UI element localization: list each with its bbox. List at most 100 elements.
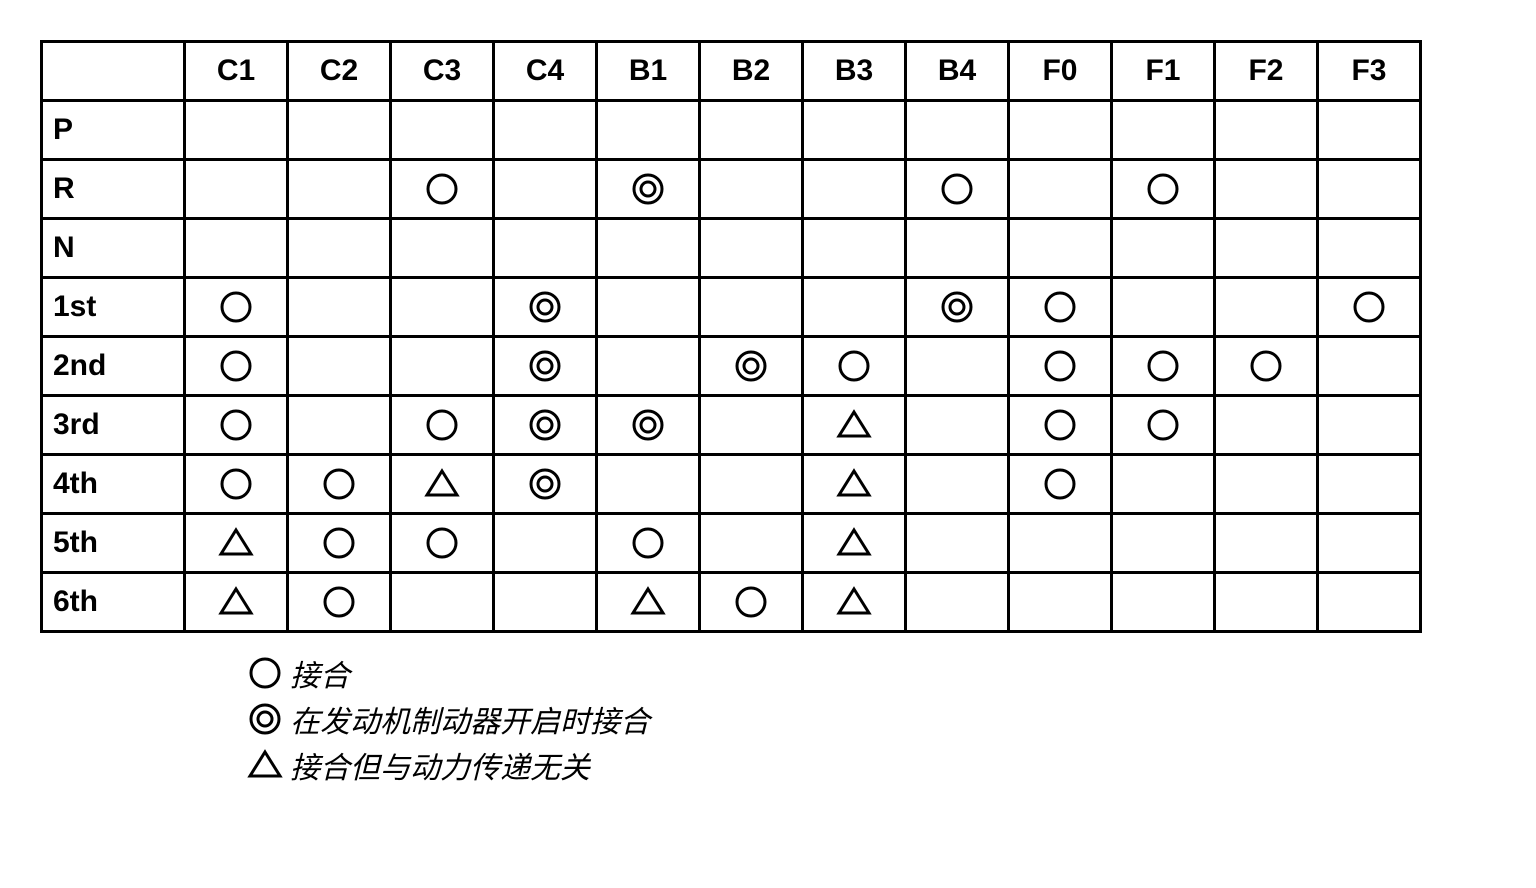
cell-2nd-C3	[391, 337, 494, 396]
cell-N-B4	[906, 219, 1009, 278]
cell-5th-F1	[1112, 514, 1215, 573]
cell-1st-B3	[803, 278, 906, 337]
cell-3rd-C4	[494, 396, 597, 455]
row-label-N: N	[42, 219, 185, 278]
cell-N-C2	[288, 219, 391, 278]
row-label-R: R	[42, 160, 185, 219]
cell-5th-C1	[185, 514, 288, 573]
circle-icon	[240, 653, 290, 693]
cell-4th-B3	[803, 455, 906, 514]
legend-text: 接合	[290, 651, 350, 695]
cell-P-F3	[1318, 101, 1421, 160]
cell-1st-C3	[391, 278, 494, 337]
cell-4th-B2	[700, 455, 803, 514]
cell-6th-F3	[1318, 573, 1421, 632]
header-F2: F2	[1215, 42, 1318, 101]
row-label-5th: 5th	[42, 514, 185, 573]
cell-4th-C3	[391, 455, 494, 514]
cell-P-C1	[185, 101, 288, 160]
header-F1: F1	[1112, 42, 1215, 101]
cell-5th-F3	[1318, 514, 1421, 573]
cell-6th-C4	[494, 573, 597, 632]
cell-N-F3	[1318, 219, 1421, 278]
cell-6th-B3	[803, 573, 906, 632]
cell-2nd-C2	[288, 337, 391, 396]
cell-1st-B1	[597, 278, 700, 337]
cell-5th-C2	[288, 514, 391, 573]
cell-6th-F0	[1009, 573, 1112, 632]
cell-P-F2	[1215, 101, 1318, 160]
cell-5th-B3	[803, 514, 906, 573]
header-B4: B4	[906, 42, 1009, 101]
cell-2nd-F2	[1215, 337, 1318, 396]
cell-P-B4	[906, 101, 1009, 160]
cell-1st-C2	[288, 278, 391, 337]
cell-N-C1	[185, 219, 288, 278]
cell-R-F3	[1318, 160, 1421, 219]
row-label-3rd: 3rd	[42, 396, 185, 455]
cell-6th-C3	[391, 573, 494, 632]
row-label-2nd: 2nd	[42, 337, 185, 396]
cell-5th-C4	[494, 514, 597, 573]
cell-3rd-C1	[185, 396, 288, 455]
cell-1st-C4	[494, 278, 597, 337]
cell-1st-C1	[185, 278, 288, 337]
cell-5th-F0	[1009, 514, 1112, 573]
legend-item-circle: 接合	[240, 651, 1422, 695]
cell-3rd-B3	[803, 396, 906, 455]
cell-4th-F3	[1318, 455, 1421, 514]
cell-R-C2	[288, 160, 391, 219]
cell-4th-F1	[1112, 455, 1215, 514]
cell-5th-F2	[1215, 514, 1318, 573]
cell-1st-B4	[906, 278, 1009, 337]
cell-R-B3	[803, 160, 906, 219]
cell-R-F1	[1112, 160, 1215, 219]
cell-3rd-F0	[1009, 396, 1112, 455]
cell-4th-B4	[906, 455, 1009, 514]
cell-3rd-B4	[906, 396, 1009, 455]
cell-N-C4	[494, 219, 597, 278]
cell-1st-F1	[1112, 278, 1215, 337]
cell-2nd-B1	[597, 337, 700, 396]
cell-P-F0	[1009, 101, 1112, 160]
header-B2: B2	[700, 42, 803, 101]
cell-2nd-F3	[1318, 337, 1421, 396]
cell-P-B1	[597, 101, 700, 160]
header-F0: F0	[1009, 42, 1112, 101]
cell-2nd-B2	[700, 337, 803, 396]
row-label-1st: 1st	[42, 278, 185, 337]
cell-R-C1	[185, 160, 288, 219]
cell-4th-F0	[1009, 455, 1112, 514]
cell-R-B2	[700, 160, 803, 219]
cell-5th-B1	[597, 514, 700, 573]
cell-6th-F1	[1112, 573, 1215, 632]
cell-N-B3	[803, 219, 906, 278]
cell-2nd-B4	[906, 337, 1009, 396]
cell-P-C4	[494, 101, 597, 160]
cell-R-C3	[391, 160, 494, 219]
cell-5th-B2	[700, 514, 803, 573]
cell-6th-F2	[1215, 573, 1318, 632]
cell-3rd-C3	[391, 396, 494, 455]
cell-P-C3	[391, 101, 494, 160]
cell-2nd-C4	[494, 337, 597, 396]
row-label-6th: 6th	[42, 573, 185, 632]
legend-item-triangle: 接合但与动力传递无关	[240, 743, 1422, 787]
cell-N-F2	[1215, 219, 1318, 278]
cell-4th-C4	[494, 455, 597, 514]
cell-2nd-F1	[1112, 337, 1215, 396]
header-C1: C1	[185, 42, 288, 101]
cell-3rd-C2	[288, 396, 391, 455]
triangle-icon	[240, 745, 290, 785]
cell-3rd-F3	[1318, 396, 1421, 455]
cell-R-B1	[597, 160, 700, 219]
cell-6th-B1	[597, 573, 700, 632]
engagement-table: C1C2C3C4B1B2B3B4F0F1F2F3PR N1st 2nd 3rd …	[40, 40, 1422, 633]
cell-1st-F2	[1215, 278, 1318, 337]
header-B1: B1	[597, 42, 700, 101]
cell-2nd-C1	[185, 337, 288, 396]
cell-6th-B4	[906, 573, 1009, 632]
cell-N-C3	[391, 219, 494, 278]
cell-1st-F3	[1318, 278, 1421, 337]
cell-3rd-B2	[700, 396, 803, 455]
